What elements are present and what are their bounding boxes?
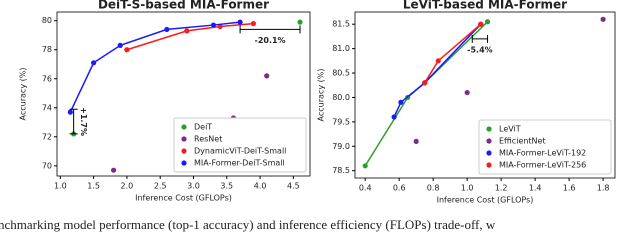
annotation: -20.1%	[255, 36, 286, 45]
x-tick-label: 1.6	[563, 184, 576, 193]
legend-marker	[486, 150, 492, 156]
y-tick-label: 78	[42, 45, 52, 54]
y-tick-label: 79.0	[332, 142, 350, 151]
x-axis-label: Inference Cost (GFLOPs)	[437, 196, 534, 205]
x-tick-label: 4.0	[254, 182, 267, 191]
y-tick-label: 76	[42, 74, 52, 83]
x-axis-label: Inference Cost (GFLOPs)	[135, 194, 232, 203]
x-tick-label: 3.0	[187, 182, 200, 191]
legend-marker	[181, 160, 187, 166]
annotation: +1.7%	[79, 107, 88, 136]
x-tick-label: 1.5	[87, 182, 100, 191]
legend-marker	[181, 148, 187, 154]
data-point	[422, 80, 428, 86]
legend-marker	[486, 126, 492, 132]
data-point	[124, 47, 130, 53]
series-line	[126, 22, 254, 51]
x-tick-label: 4.5	[287, 182, 300, 191]
x-tick-label: 1.0	[54, 182, 67, 191]
bracket	[471, 34, 489, 43]
legend-marker	[181, 124, 187, 130]
y-tick-label: 80.0	[332, 93, 350, 102]
legend-box	[173, 117, 307, 173]
caption: nchmarking model performance (top-1 accu…	[0, 217, 496, 232]
x-tick-label: 0.8	[427, 184, 440, 193]
y-axis-label: Accuracy (%)	[317, 69, 326, 122]
data-point	[117, 42, 123, 48]
data-point	[484, 19, 491, 25]
bracket	[239, 25, 301, 34]
legend-marker	[486, 138, 492, 144]
x-tick-label: 1.4	[529, 184, 542, 193]
x-tick-label: 0.6	[393, 184, 406, 193]
data-point	[391, 114, 397, 120]
figure: nchmarking model performance (top-1 accu…	[0, 0, 616, 232]
legend-box	[478, 119, 612, 175]
y-tick-label: 80	[42, 16, 52, 25]
x-tick-label: 0.4	[359, 184, 372, 193]
data-point	[398, 99, 404, 105]
y-tick-label: 78.5	[332, 166, 350, 175]
series-line	[393, 23, 482, 118]
y-tick-label: 80.5	[332, 69, 350, 78]
x-tick-label: 1.0	[461, 184, 474, 193]
x-tick-label: 2.5	[154, 182, 167, 191]
legend-label: DeiT	[194, 123, 212, 132]
legend-label: EfficientNet	[499, 137, 546, 146]
x-tick-label: 1.8	[597, 184, 610, 193]
data-point	[250, 21, 257, 27]
legend-label: MIA-Former-LeViT-192	[499, 149, 586, 158]
data-point	[164, 26, 170, 33]
legend-marker	[181, 136, 187, 142]
legend-marker	[486, 162, 492, 168]
data-point	[184, 28, 190, 34]
y-tick-label: 72	[42, 132, 52, 141]
data-point	[600, 16, 606, 22]
data-point	[464, 89, 470, 96]
bracket	[69, 108, 78, 135]
y-axis-label: Accuracy (%)	[19, 68, 28, 121]
series-line	[69, 21, 241, 113]
x-tick-label: 1.2	[495, 184, 508, 193]
y-tick-label: 79.5	[332, 117, 350, 126]
data-point	[210, 22, 217, 28]
legend-label: MIA-Former-DeiT-Small	[194, 159, 285, 168]
data-point	[413, 138, 419, 144]
legend-label: ResNet	[194, 135, 222, 144]
y-tick-label: 70	[42, 161, 52, 170]
y-tick-label: 81.0	[332, 44, 350, 53]
data-point	[478, 21, 484, 27]
plot-frame	[56, 11, 311, 177]
legend-label: MIA-Former-LeViT-256	[499, 161, 586, 170]
data-point	[435, 58, 441, 64]
data-point	[110, 167, 117, 173]
x-tick-label: 3.5	[220, 182, 233, 191]
legend-label: LeViT	[499, 125, 521, 134]
data-point	[237, 19, 243, 25]
legend-label: DynamicViT-DeiT-Small	[194, 147, 286, 156]
chart-title: LeViT-based MIA-Former	[403, 0, 567, 12]
data-point	[264, 73, 270, 79]
y-tick-label: 74	[42, 103, 52, 112]
chart-title: DeiT-S-based MIA-Former	[98, 0, 269, 12]
data-point	[362, 163, 368, 169]
data-point	[91, 60, 97, 66]
data-point	[67, 109, 73, 115]
data-point	[297, 19, 303, 25]
y-tick-label: 81.5	[332, 20, 350, 29]
x-tick-label: 2.0	[121, 182, 134, 191]
annotation: -5.4%	[467, 45, 493, 54]
plot-frame	[354, 11, 616, 179]
